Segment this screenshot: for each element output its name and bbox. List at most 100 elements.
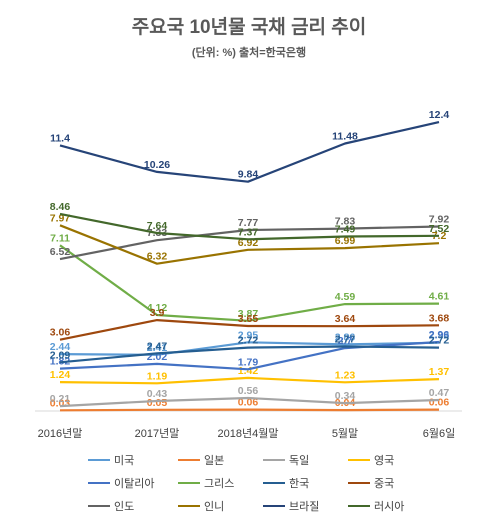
- legend-swatch: [178, 482, 200, 484]
- series-line-그리스: [59, 244, 440, 322]
- series-line-일본: [59, 408, 440, 412]
- data-label: 7.64: [147, 220, 168, 232]
- legend-swatch: [88, 505, 110, 507]
- x-tick-label: 6월6일: [423, 426, 455, 440]
- data-label: 2.72: [238, 335, 259, 347]
- data-label: 7.2: [432, 230, 447, 242]
- data-label: 3.06: [50, 327, 71, 339]
- data-label: 8.46: [50, 201, 71, 213]
- data-label: 1.79: [238, 356, 259, 368]
- data-label: 1.19: [147, 370, 168, 382]
- data-label: 2.96: [429, 329, 450, 341]
- data-label: 12.4: [429, 109, 450, 121]
- legend-swatch: [263, 505, 285, 507]
- series-line-미국: [59, 341, 440, 356]
- legend-swatch: [178, 459, 200, 461]
- data-label: 0.47: [429, 387, 450, 399]
- data-label: 4.12: [147, 302, 168, 314]
- legend-swatch: [348, 482, 370, 484]
- legend-label: 인니: [204, 501, 225, 513]
- legend-label: 한국: [289, 478, 310, 490]
- legend-label: 이탈리아: [114, 478, 155, 490]
- data-label: 9.84: [238, 169, 259, 181]
- data-label: 3.9: [150, 307, 165, 319]
- series-line-영국: [59, 376, 440, 385]
- data-label: 0.06: [238, 397, 259, 409]
- data-label: 3.87: [238, 308, 259, 320]
- chart-subtitle: (단위: %) 출처=한국은행: [191, 47, 307, 59]
- data-label: 1.37: [429, 366, 450, 378]
- legend-item: 중국: [348, 475, 394, 493]
- legend-item: 이탈리아: [88, 475, 154, 493]
- legend-item: 미국: [88, 452, 134, 470]
- data-label: 2.72: [429, 335, 450, 347]
- x-tick-label: 2018년4월말: [218, 427, 279, 440]
- data-label: 11.48: [332, 131, 358, 143]
- data-label: 7.11: [50, 232, 70, 244]
- legend-label: 브라질: [289, 501, 320, 513]
- legend-swatch: [178, 505, 200, 507]
- legend-swatch: [348, 505, 370, 507]
- legend-label: 그리스: [204, 478, 235, 490]
- chart-title: 주요국 10년물 국채 금리 추이: [131, 17, 367, 38]
- data-label: 7.92: [429, 214, 450, 226]
- legend-item: 인니: [178, 498, 224, 516]
- data-label: 11.4: [50, 132, 70, 144]
- data-label: 3.64: [335, 313, 356, 325]
- data-label: 0.56: [238, 385, 259, 397]
- data-label: 2.93: [429, 330, 450, 342]
- data-label: 4.61: [429, 291, 450, 303]
- series-line-브라질: [59, 121, 440, 183]
- legend-swatch: [263, 482, 285, 484]
- data-label: 1.24: [50, 369, 71, 381]
- data-label: 1.23: [335, 369, 356, 381]
- x-tick-label: 2017년말: [135, 427, 180, 440]
- legend-item: 인도: [88, 498, 134, 516]
- data-label: 7.52: [429, 223, 450, 235]
- data-label: 2.41: [147, 342, 168, 354]
- data-label: 6.32: [147, 251, 168, 263]
- legend-item: 브라질: [263, 498, 319, 516]
- data-label: 2.86: [335, 331, 356, 343]
- legend-label: 미국: [114, 455, 135, 467]
- legend-label: 인도: [114, 501, 135, 513]
- data-label: 3.65: [238, 313, 259, 325]
- legend-swatch: [348, 459, 370, 461]
- legend-item: 일본: [178, 452, 224, 470]
- legend-item: 그리스: [178, 475, 234, 493]
- legend-label: 독일: [289, 455, 310, 467]
- legend-item: 한국: [263, 475, 309, 493]
- data-label: 2.47: [147, 340, 168, 352]
- legend-label: 영국: [374, 455, 395, 467]
- data-label: 6.99: [335, 235, 356, 247]
- legend-swatch: [88, 459, 110, 461]
- data-label: 2.95: [238, 329, 259, 341]
- data-label: 4.59: [335, 291, 356, 303]
- legend-label: 중국: [374, 478, 395, 490]
- data-label: 7.49: [335, 224, 356, 236]
- data-label: 2.44: [50, 341, 71, 353]
- data-label: 7.77: [238, 217, 259, 229]
- legend-swatch: [88, 482, 110, 484]
- data-label: 0.34: [335, 390, 356, 402]
- legend-label: 일본: [204, 455, 225, 467]
- series-line-러시아: [59, 212, 440, 241]
- legend-item: 러시아: [348, 498, 404, 516]
- series-line-인니: [59, 224, 440, 265]
- data-label: 7.83: [335, 216, 356, 228]
- data-label: 2.09: [50, 349, 71, 361]
- series-line-인도: [59, 225, 440, 261]
- data-label: 6.52: [50, 246, 71, 258]
- data-label: 0.43: [147, 388, 168, 400]
- x-tick-label: 2016년말: [38, 427, 83, 440]
- data-label: 2.77: [335, 334, 356, 346]
- legend-item: 독일: [263, 452, 309, 470]
- legend-swatch: [263, 459, 285, 461]
- series-line-중국: [59, 319, 440, 341]
- series-line-한국: [59, 345, 440, 364]
- x-tick-label: 5월말: [332, 427, 358, 440]
- data-label: 7.37: [238, 226, 259, 238]
- data-label: 10.26: [144, 159, 170, 171]
- series-line-독일: [59, 396, 440, 408]
